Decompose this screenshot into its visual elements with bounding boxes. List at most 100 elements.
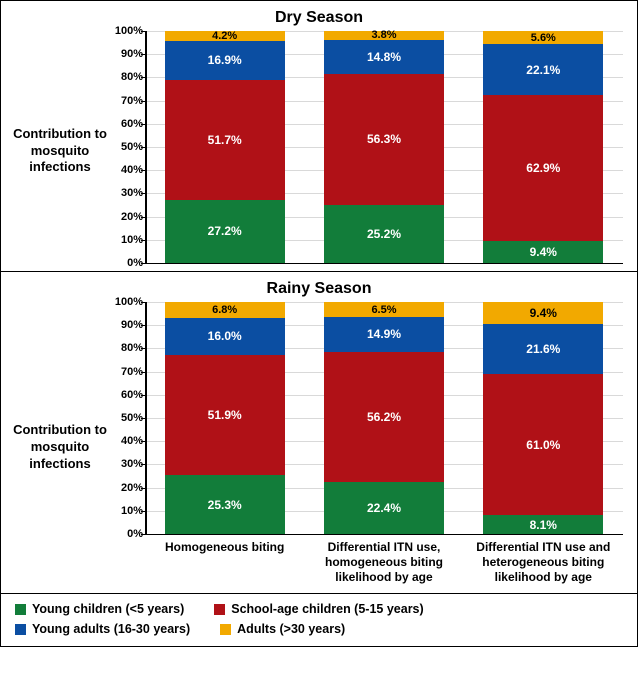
segment-school_age: 56.3%	[324, 74, 444, 205]
legend-swatch	[220, 624, 231, 635]
panel-0: Dry SeasonContribution to mosquito infec…	[1, 1, 637, 272]
y-tick-label: 0%	[109, 528, 143, 540]
y-tick-label: 70%	[109, 366, 143, 378]
segment-young_children: 8.1%	[483, 515, 603, 534]
y-tick-label: 10%	[109, 234, 143, 246]
spacer	[109, 263, 627, 271]
x-categories: Homogeneous bitingDifferential ITN use, …	[145, 534, 623, 593]
segment-school_age: 51.7%	[165, 80, 285, 200]
y-tick-label: 30%	[109, 187, 143, 199]
segment-adults: 9.4%	[483, 302, 603, 324]
segment-adults: 3.8%	[324, 31, 444, 40]
segment-young_children: 9.4%	[483, 241, 603, 263]
y-tick-label: 80%	[109, 342, 143, 354]
legend-label: Adults (>30 years)	[237, 622, 345, 636]
segment-young_adults: 21.6%	[483, 324, 603, 374]
bars-container: 25.3% 51.9% 16.0% 6.8% 22.4% 56.2% 14.9% 6.5% 8.…	[145, 302, 623, 534]
bar: 27.2% 51.7% 16.9% 4.2%	[165, 31, 285, 263]
bars-container: 27.2% 51.7% 16.9% 4.2% 25.2% 56.3% 14.8% 3.8% 9.…	[145, 31, 623, 263]
segment-label: 51.9%	[208, 408, 242, 422]
y-tick-label: 80%	[109, 71, 143, 83]
y-tick-label: 60%	[109, 118, 143, 130]
y-tick-label: 100%	[109, 296, 143, 308]
segment-young_adults: 14.8%	[324, 40, 444, 74]
plot: 0%10%20%30%40%50%60%70%80%90%100%27.2%51…	[145, 31, 623, 263]
segment-school_age: 51.9%	[165, 355, 285, 475]
y-axis-label: Contribution to mosquito infections	[11, 302, 109, 593]
segment-label: 8.1%	[530, 518, 557, 532]
legend: Young children (<5 years) School-age chil…	[1, 594, 637, 646]
bar: 25.2% 56.3% 14.8% 3.8%	[324, 31, 444, 263]
legend-label: Young children (<5 years)	[32, 602, 184, 616]
segment-label: 14.9%	[367, 327, 401, 341]
legend-swatch	[15, 604, 26, 615]
y-tick-label: 60%	[109, 389, 143, 401]
segment-label: 9.4%	[530, 245, 557, 259]
y-tick-label: 40%	[109, 435, 143, 447]
x-category-label: Differential ITN use and heterogeneous b…	[466, 540, 621, 585]
figure: Dry SeasonContribution to mosquito infec…	[0, 0, 638, 647]
segment-adults: 5.6%	[483, 31, 603, 44]
segment-school_age: 56.2%	[324, 352, 444, 482]
y-tick-label: 30%	[109, 458, 143, 470]
segment-young_children: 25.2%	[324, 205, 444, 263]
y-tick-label: 90%	[109, 319, 143, 331]
plot-row: Contribution to mosquito infections0% 10%…	[11, 302, 627, 593]
segment-label: 27.2%	[208, 224, 242, 238]
gridline	[145, 534, 623, 535]
segment-school_age: 61.0%	[483, 374, 603, 515]
y-tick-label: 100%	[109, 25, 143, 37]
segment-adults: 6.8%	[165, 302, 285, 318]
segment-label: 4.2%	[212, 30, 237, 42]
segment-label: 14.8%	[367, 50, 401, 64]
legend-item-young_adults: Young adults (16-30 years)	[15, 622, 190, 636]
legend-swatch	[15, 624, 26, 635]
segment-label: 56.2%	[367, 410, 401, 424]
bar: 9.4% 62.9% 22.1% 5.6%	[483, 31, 603, 263]
y-axis-label: Contribution to mosquito infections	[11, 31, 109, 271]
panel-1: Rainy Season Contribution to mosquito inf…	[1, 272, 637, 594]
x-category-label: Homogeneous biting	[147, 540, 302, 585]
legend-item-young_children: Young children (<5 years)	[15, 602, 184, 616]
legend-label: School-age children (5-15 years)	[231, 602, 423, 616]
gridline	[145, 263, 623, 264]
chart-area: 0%10%20%30%40%50%60%70%80%90%100%25.3%51…	[109, 302, 627, 593]
segment-young_adults: 22.1%	[483, 44, 603, 95]
bar: 8.1% 61.0% 21.6% 9.4%	[483, 302, 603, 534]
segment-label: 5.6%	[531, 32, 556, 44]
segment-label: 25.2%	[367, 227, 401, 241]
segment-label: 21.6%	[526, 342, 560, 356]
segment-young_children: 25.3%	[165, 475, 285, 534]
legend-swatch	[214, 604, 225, 615]
segment-label: 6.5%	[371, 304, 396, 316]
bar: 25.3% 51.9% 16.0% 6.8%	[165, 302, 285, 534]
segment-label: 6.8%	[212, 304, 237, 316]
segment-label: 9.4%	[530, 306, 557, 320]
y-tick-label: 90%	[109, 48, 143, 60]
segment-adults: 6.5%	[324, 302, 444, 317]
bar: 22.4% 56.2% 14.9% 6.5%	[324, 302, 444, 534]
segment-label: 25.3%	[208, 498, 242, 512]
segment-adults: 4.2%	[165, 31, 285, 41]
panel-title: Rainy Season	[11, 280, 627, 298]
y-tick-label: 10%	[109, 505, 143, 517]
legend-item-adults: Adults (>30 years)	[220, 622, 345, 636]
segment-label: 22.4%	[367, 501, 401, 515]
segment-label: 51.7%	[208, 133, 242, 147]
y-tick-label: 50%	[109, 141, 143, 153]
plot-row: Contribution to mosquito infections 0%10%…	[11, 31, 627, 271]
legend-label: Young adults (16-30 years)	[32, 622, 190, 636]
segment-young_children: 22.4%	[324, 482, 444, 534]
y-tick-label: 70%	[109, 95, 143, 107]
segment-school_age: 62.9%	[483, 95, 603, 241]
segment-young_children: 27.2%	[165, 200, 285, 263]
segment-label: 16.0%	[208, 329, 242, 343]
legend-item-school_age: School-age children (5-15 years)	[214, 602, 423, 616]
segment-young_adults: 16.9%	[165, 41, 285, 80]
x-category-label: Differential ITN use, homogeneous biting…	[306, 540, 461, 585]
segment-label: 56.3%	[367, 132, 401, 146]
segment-label: 3.8%	[371, 29, 396, 41]
segment-label: 22.1%	[526, 63, 560, 77]
segment-label: 16.9%	[208, 53, 242, 67]
segment-label: 61.0%	[526, 438, 560, 452]
